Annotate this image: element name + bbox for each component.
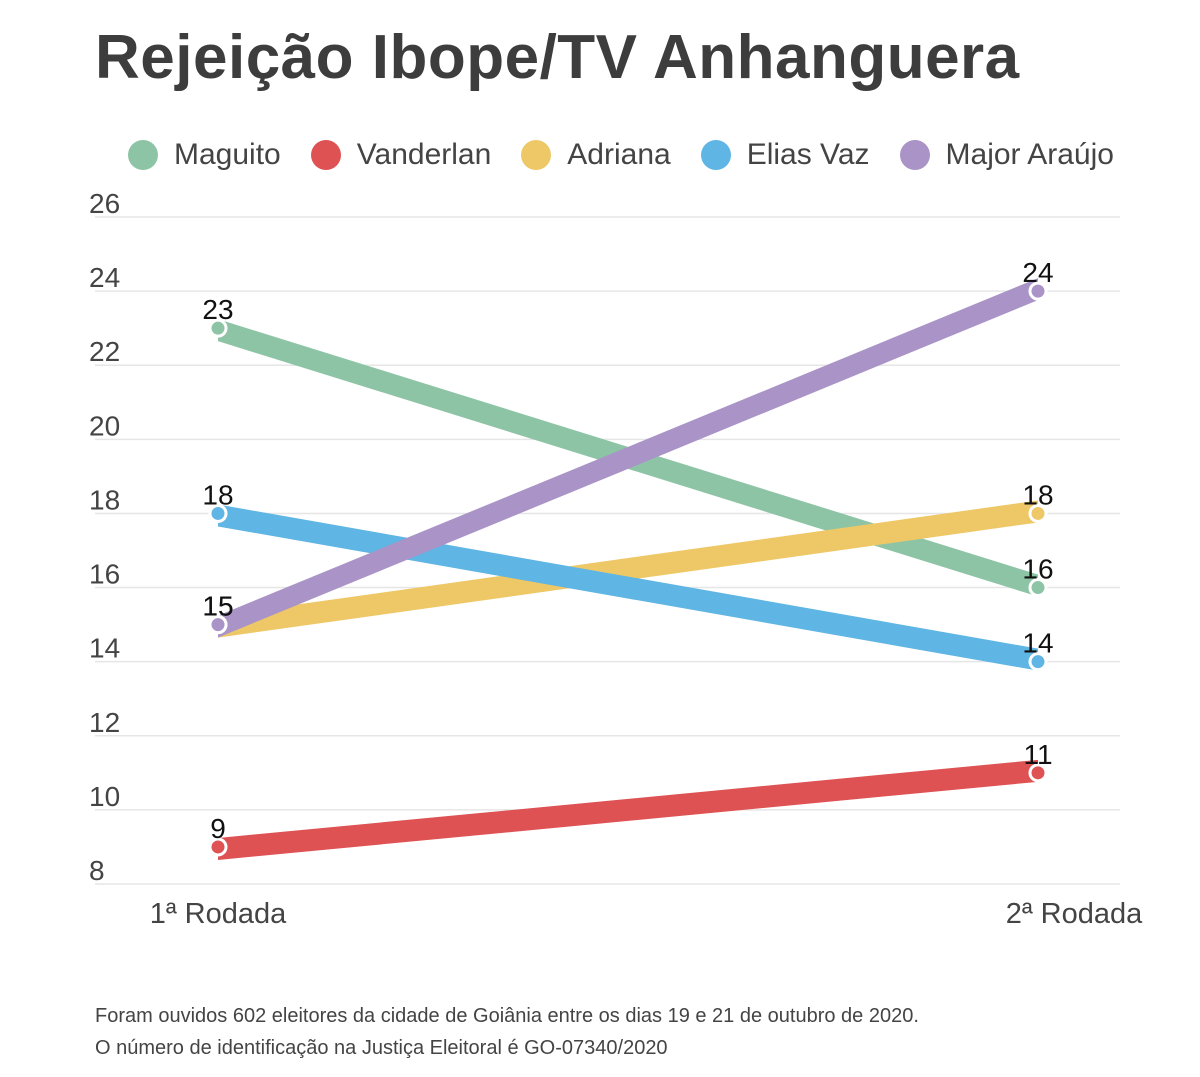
point-elias-vaz-2: [1028, 652, 1048, 672]
point-major-araujo-1: [208, 615, 228, 635]
data-label-elias-vaz-2: 14: [1022, 628, 1053, 659]
y-tick-label-16: 16: [89, 559, 120, 590]
series-line-major-araujo: [218, 278, 1038, 638]
footnote-line-1: Foram ouvidos 602 eleitores da cidade de…: [95, 1005, 919, 1027]
data-label-adriana-2: 18: [1022, 479, 1053, 510]
y-tick-label-20: 20: [89, 410, 120, 441]
y-tick-label-14: 14: [89, 633, 120, 664]
series-line-vanderlan: [218, 759, 1038, 860]
point-adriana-2: [1028, 503, 1048, 523]
y-tick-label-8: 8: [89, 855, 105, 886]
data-label-elias-vaz-1: 18: [202, 479, 233, 510]
point-vanderlan-1: [208, 837, 228, 857]
y-tick-label-12: 12: [89, 707, 120, 738]
y-tick-label-24: 24: [89, 262, 120, 293]
point-vanderlan-2: [1028, 763, 1048, 783]
legend-dot-major-araujo: [899, 140, 930, 170]
point-major-araujo-2: [1028, 281, 1048, 301]
point-maguito-1: [208, 318, 228, 338]
data-label-vanderlan-2: 11: [1023, 739, 1052, 770]
legend-label-elias-vaz: Elias Vaz: [746, 138, 870, 171]
x-tick-label-1-rodada: 1ª Rodada: [150, 898, 287, 930]
series-line-adriana: [218, 500, 1038, 638]
legend-label-adriana: Adriana: [567, 138, 671, 171]
legend-item-maguito[interactable]: Maguito: [128, 138, 281, 172]
legend-item-vanderlan[interactable]: Vanderlan: [310, 138, 492, 172]
x-tick-label-2-rodada: 2ª Rodada: [1006, 898, 1143, 930]
y-tick-label-18: 18: [89, 484, 120, 515]
legend-label-maguito: Maguito: [174, 138, 281, 171]
footnote: Foram ouvidos 602 eleitores da cidade de…: [95, 1000, 919, 1064]
line-chart: 26 24 22 20 18 16 14 12 10 8 1ª Rodada 2ª Rodada 23 1…: [89, 188, 1143, 930]
legend-item-adriana[interactable]: Adriana: [521, 138, 671, 172]
legend-label-major-araujo: Major Araújo: [945, 138, 1114, 171]
y-tick-label-26: 26: [89, 188, 120, 219]
y-tick-label-10: 10: [89, 781, 120, 812]
footnote-line-2: O número de identificação na Justiça Ele…: [95, 1037, 668, 1059]
legend-label-vanderlan: Vanderlan: [356, 138, 492, 171]
point-maguito-2: [1028, 578, 1048, 598]
legend-dot-vanderlan: [310, 140, 341, 170]
legend-item-major-araujo[interactable]: Major Araújo: [899, 138, 1114, 172]
data-label-major-araujo-1: 15: [202, 591, 233, 622]
legend-dot-maguito: [128, 140, 158, 170]
legend: Maguito Vanderlan Adriana Elias Vaz Majo…: [128, 138, 1144, 172]
chart-title: Rejeição Ibope/TV Anhanguera: [95, 23, 1020, 92]
data-label-major-araujo-2: 24: [1022, 257, 1053, 288]
legend-dot-adriana: [521, 140, 552, 170]
data-label-maguito-1: 23: [202, 294, 233, 325]
data-label-maguito-2: 16: [1022, 554, 1053, 585]
legend-item-elias-vaz[interactable]: Elias Vaz: [700, 138, 870, 172]
legend-dot-elias-vaz: [700, 140, 731, 170]
y-tick-label-22: 22: [89, 336, 120, 367]
point-elias-vaz-1: [208, 503, 228, 523]
data-label-vanderlan-1: 9: [210, 813, 226, 844]
